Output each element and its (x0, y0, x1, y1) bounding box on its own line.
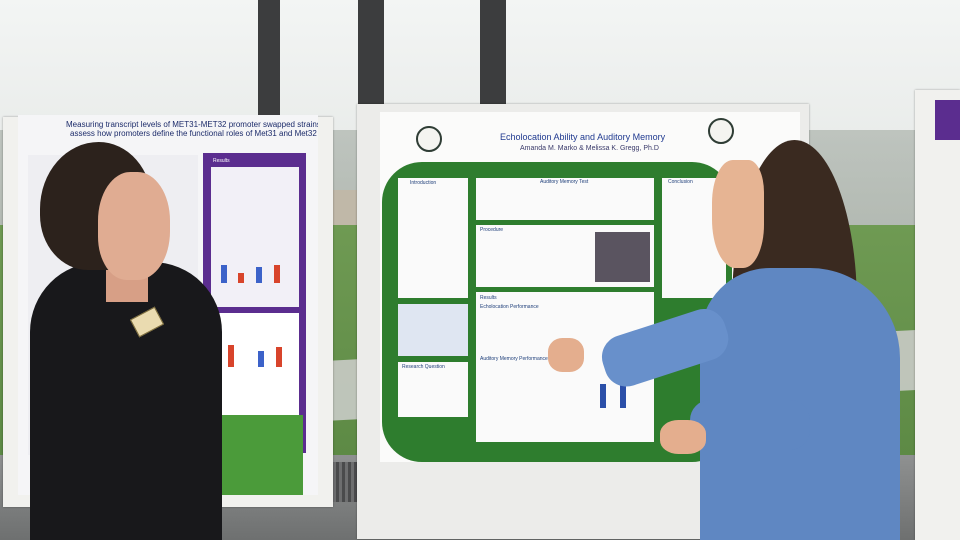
chart-bar (221, 265, 227, 283)
presenter-pointing-hand (548, 338, 584, 372)
chart-bar (228, 345, 234, 367)
university-seal-icon (416, 126, 442, 152)
auditory-memory-test-heading: Auditory Memory Test (540, 179, 589, 185)
right-poster-board (915, 90, 960, 540)
results-heading: Results (480, 295, 497, 301)
right-poster-header (935, 100, 960, 140)
results-text-box (211, 167, 299, 307)
research-question-box (398, 362, 468, 417)
chart-bar (256, 267, 262, 283)
university-seal-icon (708, 118, 734, 144)
poster-title: Echolocation Ability and Auditory Memory (500, 132, 666, 142)
chart-bar (274, 265, 280, 283)
presenter-left-hand (660, 420, 706, 454)
introduction-heading: Introduction (410, 180, 437, 186)
left-poster-title-2: assess how promoters define the function… (70, 129, 317, 138)
introduction-box (398, 178, 468, 298)
poster-authors: Amanda M. Marko & Melissa K. Gregg, Ph.D (520, 145, 659, 152)
procedure-heading: Procedure (480, 227, 504, 233)
procedure-photo (595, 232, 650, 282)
visitor-face (98, 172, 170, 280)
chart-bar (238, 273, 244, 283)
green-footer-panel (208, 415, 303, 495)
presenter-face (712, 160, 764, 268)
visitor-jacket (30, 262, 222, 540)
presenter-left-arm (690, 400, 810, 450)
auditory-memory-test-box (476, 178, 654, 220)
echolocation-diagram (398, 304, 468, 356)
chart-bar (600, 384, 606, 408)
left-poster-title-1: Measuring transcript levels of MET31-MET… (66, 120, 318, 129)
results-heading: Results (213, 158, 230, 164)
distant-building (330, 190, 360, 225)
echolocation-performance-heading: Echolocation Performance (480, 304, 539, 310)
chart-bar (276, 347, 282, 367)
conclusion-heading: Conclusion (668, 179, 693, 185)
auditory-memory-performance-heading: Auditory Memory Performance (480, 356, 548, 362)
chart-bar (620, 380, 626, 408)
chart-bar (258, 351, 264, 367)
research-question-heading: Research Question (402, 364, 445, 370)
